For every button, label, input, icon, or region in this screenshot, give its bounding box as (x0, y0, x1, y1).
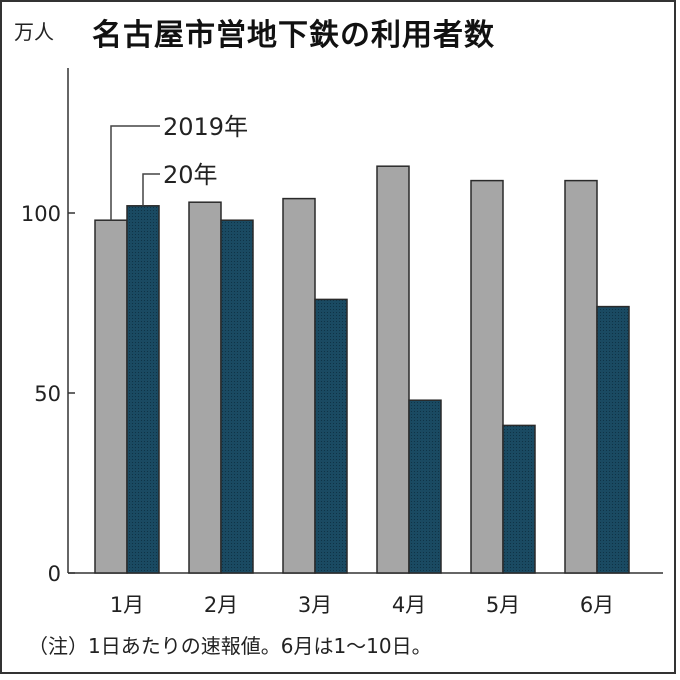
bar-2020 (408, 399, 442, 574)
x-tick-label: 2月 (204, 593, 238, 617)
x-tick-label: 6月 (580, 593, 614, 617)
bar-2019 (282, 197, 316, 574)
footnote: （注）1日あたりの速報値。6月は1～10日。 (28, 634, 432, 658)
x-tick-label: 5月 (486, 593, 520, 617)
legend-label: 2019年 (163, 113, 248, 141)
chart-title: 名古屋市営地下鉄の利用者数 (92, 18, 495, 53)
legend-label: 20年 (163, 161, 218, 189)
bar-2020 (596, 305, 630, 574)
x-tick-label: 3月 (298, 593, 332, 617)
legend-leader-line (142, 173, 160, 206)
x-tick-label: 4月 (392, 593, 426, 617)
bar-2019 (564, 179, 598, 574)
bar-2019 (94, 219, 128, 574)
y-tick-label: 0 (48, 562, 61, 586)
bar-2020 (502, 424, 536, 574)
y-tick-label: 50 (34, 382, 61, 406)
y-tick-label: 100 (21, 202, 61, 226)
bar-2020 (126, 205, 160, 574)
bar-2020 (220, 219, 254, 574)
bar-2019 (470, 179, 504, 574)
x-tick-label: 1月 (110, 593, 144, 617)
bar-2020 (314, 298, 348, 574)
bar-2019 (376, 165, 410, 574)
legend-leader-line (110, 125, 160, 221)
bar-2019 (188, 201, 222, 574)
y-axis-unit: 万人 (14, 20, 54, 44)
